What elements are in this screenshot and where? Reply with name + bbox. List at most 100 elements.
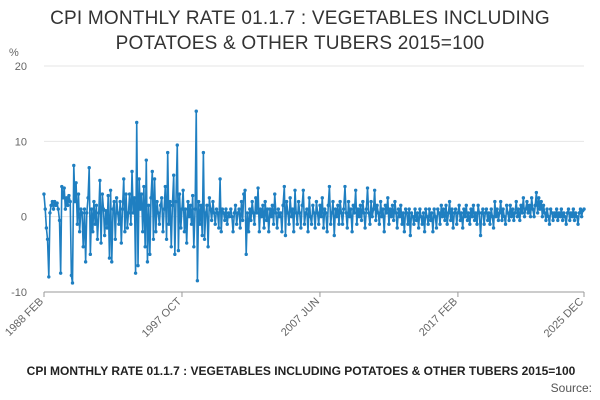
data-point — [500, 218, 504, 223]
data-point — [150, 169, 154, 174]
data-point — [192, 245, 196, 249]
data-point — [94, 203, 99, 208]
data-point — [290, 207, 295, 211]
data-point — [489, 207, 493, 211]
data-point — [334, 214, 339, 219]
data-point — [85, 211, 89, 215]
data-point — [169, 245, 173, 249]
data-point — [48, 211, 52, 215]
data-point — [219, 230, 223, 234]
data-point — [177, 192, 182, 196]
data-point — [422, 230, 427, 234]
data-point — [428, 218, 433, 223]
data-point — [102, 233, 107, 238]
data-point — [283, 233, 288, 238]
data-point — [271, 222, 276, 226]
series-line — [43, 110, 585, 284]
data-point — [287, 222, 291, 226]
data-point — [391, 218, 396, 223]
data-point — [189, 222, 194, 226]
data-point — [546, 214, 551, 219]
data-point — [380, 214, 384, 219]
data-point — [571, 207, 576, 211]
data-point — [538, 207, 542, 211]
data-point — [83, 260, 88, 264]
data-point — [155, 199, 159, 204]
data-point — [493, 199, 497, 204]
data-point — [213, 222, 217, 226]
y-tick-label: 0 — [21, 212, 27, 224]
data-point — [470, 214, 474, 219]
data-point — [432, 207, 436, 211]
data-point — [402, 230, 407, 234]
data-point — [74, 181, 78, 185]
data-point — [221, 211, 226, 215]
data-point — [475, 222, 479, 226]
data-point — [190, 193, 195, 198]
data-point — [488, 222, 492, 226]
data-point — [92, 199, 96, 204]
data-point — [466, 211, 471, 215]
data-point — [124, 192, 128, 196]
source-label: Source: — [550, 381, 592, 395]
data-point — [427, 207, 432, 211]
data-point — [179, 226, 183, 230]
data-point — [88, 252, 93, 257]
data-point — [386, 196, 390, 200]
data-point — [151, 237, 156, 241]
data-point — [329, 222, 333, 226]
data-point — [225, 222, 229, 226]
data-point — [444, 203, 448, 208]
data-point — [481, 207, 485, 211]
data-point — [532, 214, 536, 219]
data-point — [508, 203, 512, 208]
data-point — [484, 207, 489, 211]
data-point — [566, 207, 571, 211]
data-point — [224, 207, 228, 211]
data-point — [93, 222, 97, 226]
data-point — [464, 203, 468, 208]
data-point — [345, 226, 349, 230]
data-point — [366, 211, 371, 215]
data-point — [347, 214, 352, 219]
data-point — [154, 230, 158, 234]
data-point — [509, 214, 514, 219]
data-point — [181, 188, 185, 192]
data-point — [256, 186, 260, 190]
data-point — [374, 218, 378, 223]
data-point — [563, 214, 567, 219]
data-point — [168, 199, 172, 204]
data-point — [250, 199, 254, 204]
data-point — [106, 193, 110, 198]
data-point — [295, 222, 299, 226]
data-point — [478, 233, 483, 238]
data-point — [111, 207, 115, 211]
data-point — [276, 207, 281, 211]
data-point — [415, 211, 420, 215]
data-point — [166, 150, 170, 155]
data-point — [126, 211, 131, 215]
data-point — [337, 222, 341, 226]
data-point — [249, 218, 253, 223]
data-point — [393, 199, 397, 204]
data-point — [43, 207, 47, 211]
data-point — [368, 222, 372, 226]
data-point — [280, 230, 284, 234]
data-point — [333, 207, 338, 211]
data-point — [556, 218, 560, 223]
data-point — [231, 230, 235, 234]
data-point — [369, 199, 373, 204]
data-point — [445, 222, 449, 226]
data-point — [551, 218, 555, 223]
data-point — [440, 214, 445, 219]
data-point — [257, 230, 262, 234]
data-point — [147, 203, 151, 208]
x-tick-label: 1988 FEB — [3, 296, 46, 339]
data-point — [206, 245, 210, 249]
data-point — [207, 196, 212, 200]
data-point — [202, 237, 207, 241]
data-point — [575, 214, 579, 219]
data-point — [286, 211, 290, 215]
data-point — [529, 196, 534, 200]
data-point — [218, 177, 222, 181]
